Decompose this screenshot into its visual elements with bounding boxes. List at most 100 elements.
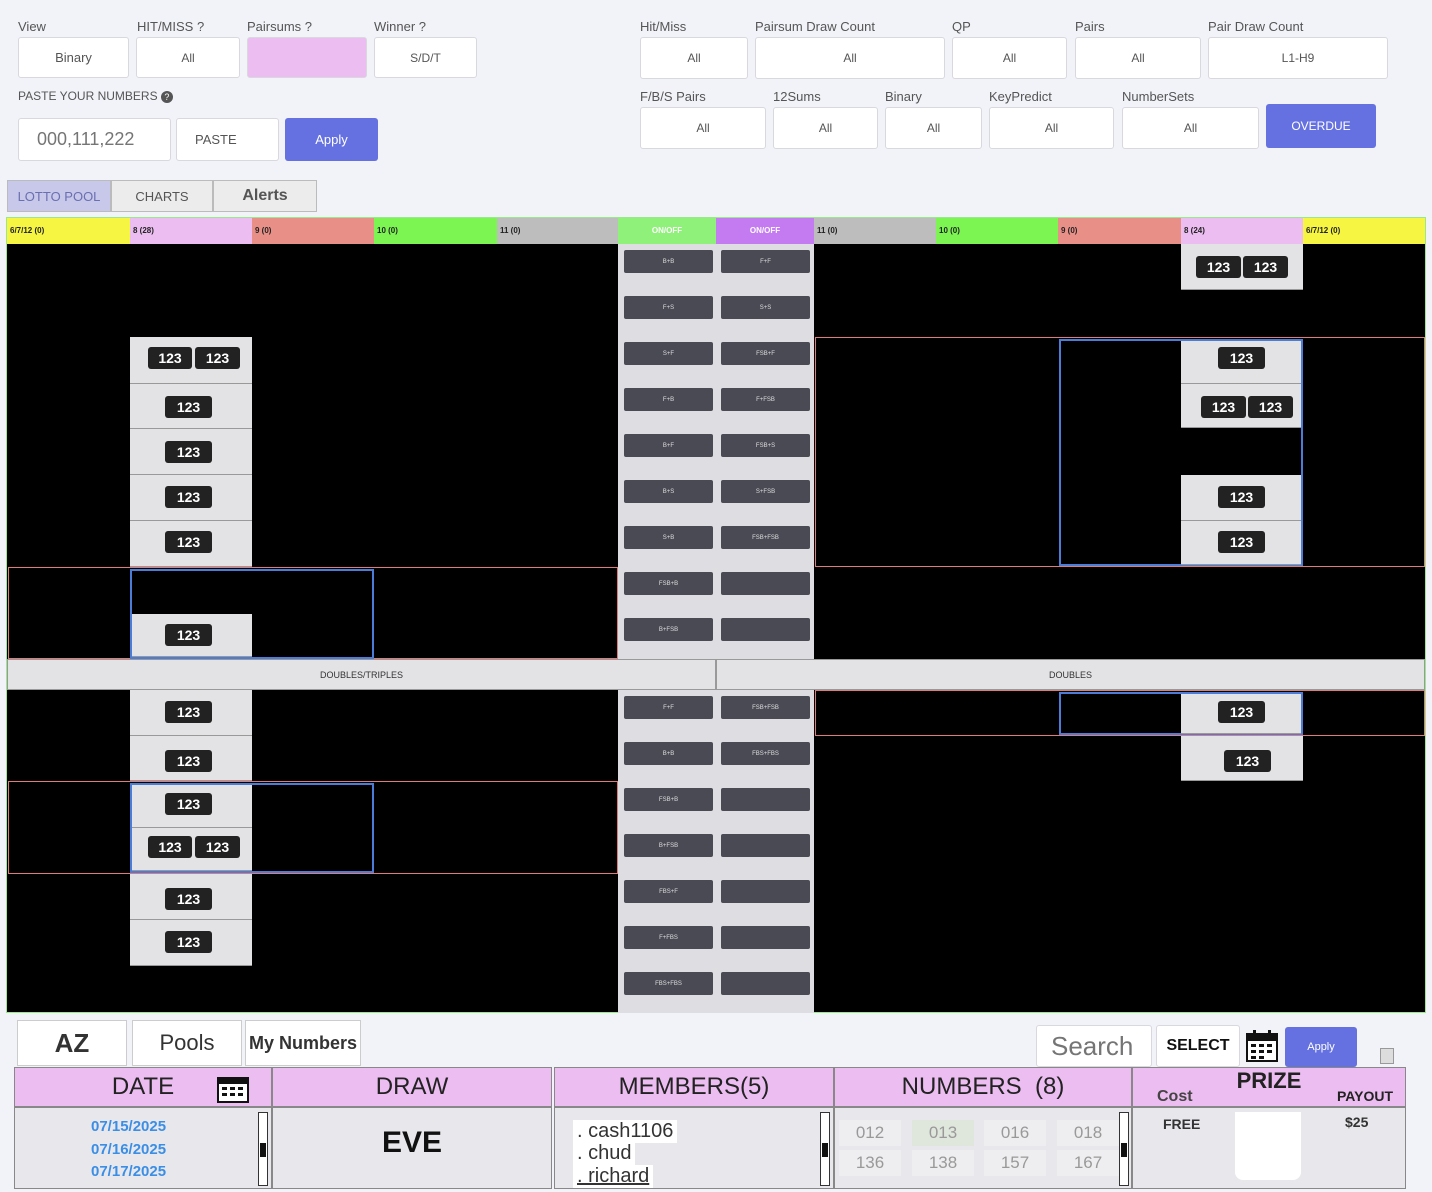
fbs-pairs-select[interactable]: All [640, 107, 766, 149]
pair-draw-count-select[interactable]: L1-H9 [1208, 37, 1388, 79]
member-item[interactable]: . richard [573, 1165, 654, 1188]
number-cell[interactable]: 012 [839, 1120, 901, 1146]
pill[interactable]: 123 [165, 750, 212, 772]
number-cell[interactable]: 016 [984, 1120, 1046, 1146]
header-onoff-right[interactable]: ON/OFF [716, 218, 814, 244]
control-button-left[interactable]: F+B [624, 388, 713, 411]
binary-select[interactable]: All [885, 107, 982, 149]
date-item[interactable]: 07/16/2025 [91, 1141, 167, 1158]
control-button-right[interactable]: FSB+S [721, 434, 810, 457]
control-button-right[interactable]: F+FSB [721, 388, 810, 411]
pill[interactable]: 123 [165, 624, 212, 646]
sums12-select[interactable]: All [773, 107, 878, 149]
winner-q-select[interactable]: S/D/T [374, 37, 477, 78]
number-cell[interactable]: 136 [839, 1150, 901, 1176]
keypredict-select[interactable]: All [989, 107, 1114, 149]
control-button-right[interactable]: S+FSB [721, 480, 810, 503]
pill[interactable]: 123 [148, 347, 192, 369]
pill[interactable]: 123 [1218, 701, 1265, 723]
pill[interactable]: 123 [1196, 256, 1241, 278]
pill[interactable]: 123 [165, 486, 212, 508]
number-cell[interactable]: 013 [912, 1120, 974, 1146]
control-button-left[interactable]: F+S [624, 296, 713, 319]
search-input[interactable] [1036, 1025, 1152, 1067]
pill[interactable]: 123 [1218, 347, 1265, 369]
control-button-left[interactable]: B+FSB [624, 618, 713, 641]
clipboard-icon[interactable] [1380, 1048, 1394, 1064]
paste-button[interactable]: PASTE [176, 118, 279, 161]
tab-my-numbers[interactable]: My Numbers [245, 1020, 361, 1066]
control-button-left[interactable]: FBS+FBS [624, 972, 713, 995]
pill[interactable]: 123 [1201, 396, 1246, 418]
pairs-select[interactable]: All [1075, 37, 1201, 79]
control-button-left[interactable]: FSB+B [624, 788, 713, 811]
pill[interactable]: 123 [165, 441, 212, 463]
tab-charts[interactable]: CHARTS [111, 180, 213, 212]
control-button-left[interactable]: B+S [624, 480, 713, 503]
control-button-right[interactable] [721, 834, 810, 857]
number-cell[interactable]: 018 [1057, 1120, 1119, 1146]
pill[interactable]: 123 [1248, 396, 1293, 418]
hitmiss-select[interactable]: All [640, 37, 748, 79]
control-button-left[interactable]: F+FBS [624, 926, 713, 949]
overdue-button[interactable]: OVERDUE [1266, 104, 1376, 148]
control-button-right[interactable]: FSB+FSB [721, 526, 810, 549]
apply-button[interactable]: Apply [285, 118, 378, 161]
pill[interactable]: 123 [165, 396, 212, 418]
number-cell[interactable]: 157 [984, 1150, 1046, 1176]
number-cell[interactable]: 138 [912, 1150, 974, 1176]
control-button-right[interactable]: FBS+FBS [721, 742, 810, 765]
control-button-right[interactable] [721, 788, 810, 811]
control-button-right[interactable]: FSB+F [721, 342, 810, 365]
numbersets-select[interactable]: All [1122, 107, 1259, 149]
tab-alerts[interactable]: Alerts [213, 180, 317, 212]
pill[interactable]: 123 [195, 836, 240, 858]
calendar-icon[interactable] [1245, 1029, 1279, 1063]
date-scrollbar[interactable] [258, 1112, 268, 1186]
calendar-icon[interactable] [215, 1074, 251, 1103]
control-button-left[interactable]: FSB+B [624, 572, 713, 595]
control-button-left[interactable]: B+B [624, 742, 713, 765]
control-button-left[interactable]: F+F [624, 696, 713, 719]
member-item[interactable]: . chud [573, 1142, 636, 1165]
date-item[interactable]: 07/17/2025 [91, 1163, 167, 1180]
control-button-left[interactable]: S+B [624, 526, 713, 549]
paste-input[interactable] [18, 118, 171, 161]
control-button-right[interactable] [721, 618, 810, 641]
number-cell[interactable]: 167 [1057, 1150, 1119, 1176]
control-button-right[interactable]: FSB+FSB [721, 696, 810, 719]
tab-lotto-pool[interactable]: LOTTO POOL [7, 180, 111, 212]
hitmiss-q-select[interactable]: All [136, 37, 240, 78]
bottom-apply-button[interactable]: Apply [1285, 1027, 1357, 1067]
select-button[interactable]: SELECT [1156, 1025, 1240, 1067]
control-button-left[interactable]: B+F [624, 434, 713, 457]
date-item[interactable]: 07/15/2025 [91, 1118, 167, 1135]
pill[interactable]: 123 [165, 888, 212, 910]
pairsum-draw-count-select[interactable]: All [755, 37, 945, 79]
control-button-right[interactable] [721, 972, 810, 995]
header-onoff-left[interactable]: ON/OFF [618, 218, 716, 244]
control-button-right[interactable] [721, 880, 810, 903]
control-button-right[interactable]: S+S [721, 296, 810, 319]
numbers-scrollbar[interactable] [1119, 1112, 1129, 1186]
pill[interactable]: 123 [195, 347, 240, 369]
pill[interactable]: 123 [148, 836, 192, 858]
member-item[interactable]: . cash1106 [573, 1120, 678, 1143]
tab-pools[interactable]: Pools [132, 1020, 242, 1066]
control-button-left[interactable]: B+FSB [624, 834, 713, 857]
pill[interactable]: 123 [1218, 531, 1265, 553]
pairsums-q-select[interactable] [247, 37, 367, 78]
help-icon[interactable]: ? [160, 91, 173, 103]
control-button-right[interactable] [721, 572, 810, 595]
pill[interactable]: 123 [165, 701, 212, 723]
control-button-right[interactable] [721, 926, 810, 949]
pill[interactable]: 123 [165, 931, 212, 953]
pill[interactable]: 123 [165, 531, 212, 553]
view-select[interactable]: Binary [18, 37, 129, 78]
pill[interactable]: 123 [165, 793, 212, 815]
control-button-left[interactable]: B+B [624, 250, 713, 273]
draw-value[interactable]: EVE [381, 1126, 443, 1159]
control-button-right[interactable]: F+F [721, 250, 810, 273]
qp-select[interactable]: All [952, 37, 1067, 79]
members-scrollbar[interactable] [820, 1112, 830, 1186]
